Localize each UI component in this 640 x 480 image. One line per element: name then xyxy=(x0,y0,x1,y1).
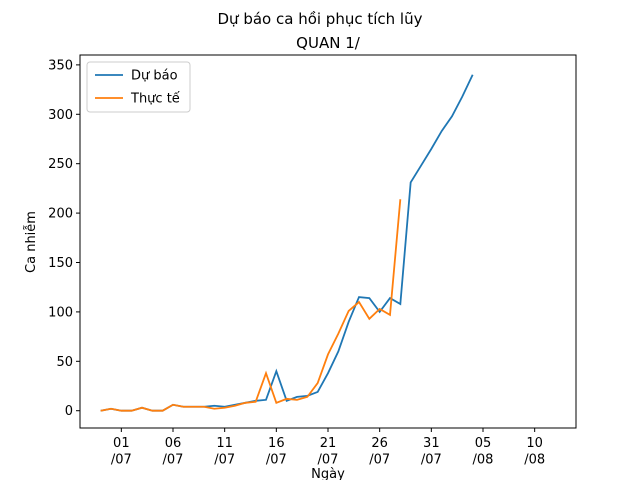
x-tick-label: 26/07 xyxy=(369,436,390,467)
y-tick-label: 300 xyxy=(48,108,73,123)
y-tick-label: 150 xyxy=(48,256,73,271)
chart-title: Dự báo ca hồi phục tích lũy xyxy=(218,10,423,28)
legend-label: Dự báo xyxy=(131,69,178,84)
y-tick-label: 50 xyxy=(56,355,73,370)
x-tick-label: 21/07 xyxy=(318,436,339,467)
x-axis-label: Ngày xyxy=(311,467,345,480)
y-tick-label: 250 xyxy=(48,157,73,172)
legend-label: Thực tế xyxy=(130,92,180,107)
x-tick-label: 10/08 xyxy=(524,436,545,467)
y-tick-label: 350 xyxy=(48,58,73,73)
x-tick-label: 06/07 xyxy=(163,436,184,467)
x-tick-label: 16/07 xyxy=(266,436,287,467)
x-tick-label: 01/07 xyxy=(111,436,132,467)
x-tick-label: 05/08 xyxy=(473,436,494,467)
y-tick-label: 0 xyxy=(65,404,73,419)
x-tick-label: 31/07 xyxy=(421,436,442,467)
x-tick-label: 11/07 xyxy=(214,436,235,467)
y-tick-label: 100 xyxy=(48,305,73,320)
chart-subtitle: QUAN 1/ xyxy=(296,34,361,52)
y-axis-label: Ca nhiễm xyxy=(24,211,39,273)
data-line xyxy=(100,74,474,412)
y-tick-label: 200 xyxy=(48,207,73,222)
data-line xyxy=(100,199,402,412)
